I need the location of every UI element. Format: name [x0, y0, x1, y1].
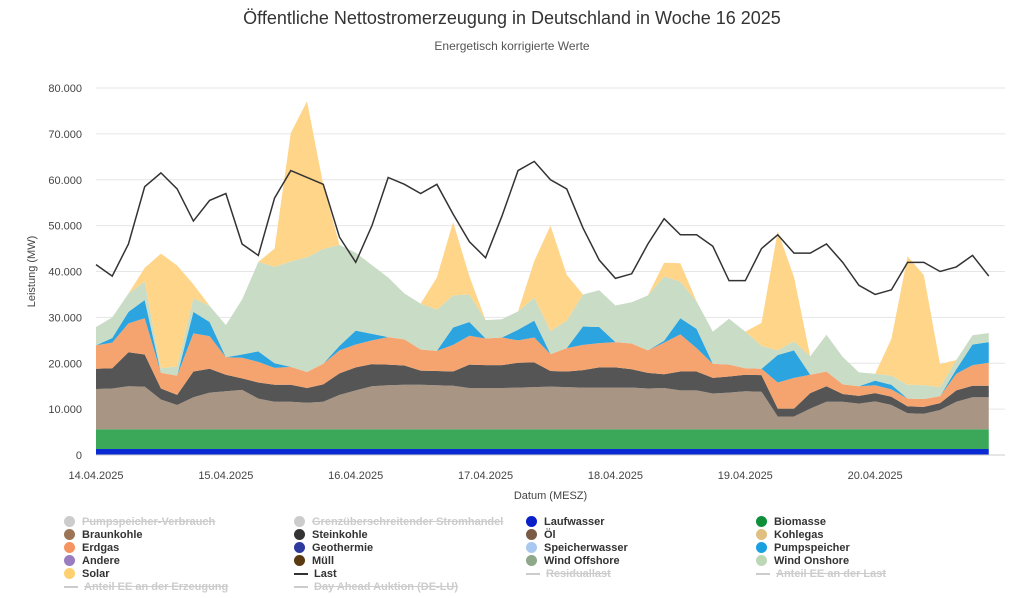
legend-line-marker — [64, 585, 78, 588]
legend-label: Biomasse — [774, 515, 826, 528]
area-chart[interactable]: 0 10.000 20.000 30.000 40.000 50.000 60.000 70.… — [0, 0, 1024, 512]
legend-item-erdgas[interactable]: Erdgas — [64, 541, 119, 554]
legend-item-last[interactable]: Last — [294, 567, 337, 580]
legend-dot-marker — [526, 529, 537, 540]
legend-label: Laufwasser — [544, 515, 605, 528]
line-last[interactable] — [95, 160, 990, 296]
legend-label: Öl — [544, 528, 556, 541]
x-tick-label: 17.04.2025 — [458, 470, 513, 482]
legend-label: Andere — [82, 554, 120, 567]
legend-label: Müll — [312, 554, 334, 567]
area-solar[interactable] — [96, 101, 989, 388]
legend-item-steinkohle[interactable]: Steinkohle — [294, 528, 368, 541]
legend-label: Braunkohle — [82, 528, 143, 541]
y-tick-label: 0 — [76, 450, 82, 462]
legend-label: Speicherwasser — [544, 541, 628, 554]
legend-label: Wind Onshore — [774, 554, 850, 567]
legend-dot-marker — [756, 555, 767, 566]
y-tick-label: 50.000 — [48, 221, 82, 233]
y-tick-label: 60.000 — [48, 175, 82, 187]
chart-subtitle: Energetisch korrigierte Werte — [434, 39, 590, 53]
legend-line-marker — [756, 572, 770, 575]
legend-label: Kohlegas — [774, 528, 824, 541]
legend-label: Residuallast — [546, 567, 611, 580]
legend-label: Erdgas — [82, 541, 120, 554]
x-axis-title: Datum (MESZ) — [514, 490, 587, 502]
legend-dot-marker — [526, 542, 537, 553]
legend-item-kohlegas[interactable]: Kohlegas — [756, 528, 824, 541]
legend-item-biomasse[interactable]: Biomasse — [756, 515, 826, 528]
legend-label: Day Ahead Auktion (DE-LU) — [314, 580, 459, 593]
legend-line-marker — [294, 572, 308, 575]
legend-label: Wind Offshore — [544, 554, 620, 567]
area-steinkohle[interactable] — [96, 352, 989, 417]
legend-dot-marker — [64, 529, 75, 540]
legend-line-marker — [294, 585, 308, 588]
x-tick-label: 14.04.2025 — [68, 470, 123, 482]
area-braunkohle[interactable] — [96, 384, 989, 430]
legend-item-braunkohle[interactable]: Braunkohle — [64, 528, 143, 541]
legend-dot-marker — [756, 542, 767, 553]
legend-item-laufwasser[interactable]: Laufwasser — [526, 515, 605, 528]
y-axis-title: Leistung (MW) — [26, 236, 38, 308]
legend-item-speicherwasser[interactable]: Speicherwasser — [526, 541, 628, 554]
legend-item-wind-onshore[interactable]: Wind Onshore — [756, 554, 849, 567]
y-tick-label: 40.000 — [48, 267, 82, 279]
area-erdgas[interactable] — [96, 318, 989, 409]
legend-item-anteil-ee-an-der-last[interactable]: Anteil EE an der Last — [756, 567, 886, 580]
x-tick-label: 16.04.2025 — [328, 470, 383, 482]
legend-dot-marker — [294, 542, 305, 553]
legend-dot-marker — [756, 516, 767, 527]
chart-title: Öffentliche Nettostromerzeugung in Deuts… — [243, 8, 781, 28]
legend-item-residuallast[interactable]: Residuallast — [526, 567, 611, 580]
x-tick-label: 18.04.2025 — [588, 470, 643, 482]
legend-dot-marker — [294, 555, 305, 566]
legend-item-grenz-berschreitender-stromhandel[interactable]: Grenzüberschreitender Stromhandel — [294, 515, 503, 528]
y-tick-label: 10.000 — [48, 404, 82, 416]
x-tick-label: 15.04.2025 — [198, 470, 253, 482]
legend-item-wind-offshore[interactable]: Wind Offshore — [526, 554, 620, 567]
legend-item-solar[interactable]: Solar — [64, 567, 110, 580]
legend-dot-marker — [64, 542, 75, 553]
legend-label: Anteil EE an der Last — [776, 567, 887, 580]
legend-label: Last — [314, 567, 337, 580]
legend-item-m-ll[interactable]: Müll — [294, 554, 334, 567]
legend-dot-marker — [294, 516, 305, 527]
legend-item-anteil-ee-an-der-erzeugung[interactable]: Anteil EE an der Erzeugung — [64, 580, 228, 593]
area-laufwasser[interactable] — [96, 449, 989, 455]
x-tick-label: 20.04.2025 — [848, 470, 903, 482]
legend-label: Anteil EE an der Erzeugung — [84, 580, 229, 593]
legend-label: Pumpspeicher — [774, 541, 850, 554]
area-biomasse[interactable] — [96, 429, 989, 450]
legend-label: Geothermie — [312, 541, 374, 554]
y-tick-label: 70.000 — [48, 129, 82, 141]
legend-label: Grenzüberschreitender Stromhandel — [312, 515, 504, 528]
legend-item-geothermie[interactable]: Geothermie — [294, 541, 373, 554]
area-wind-onshore[interactable] — [96, 244, 989, 400]
legend-dot-marker — [294, 529, 305, 540]
y-tick-label: 30.000 — [48, 312, 82, 324]
legend-item-andere[interactable]: Andere — [64, 554, 120, 567]
legend-item-day-ahead-auktion-de-lu-[interactable]: Day Ahead Auktion (DE-LU) — [294, 580, 458, 593]
legend-dot-marker — [64, 516, 75, 527]
legend-line-marker — [526, 572, 540, 575]
legend-dot-marker — [756, 529, 767, 540]
legend-dot-marker — [64, 555, 75, 566]
y-tick-label: 20.000 — [48, 358, 82, 370]
legend-label: Steinkohle — [312, 528, 368, 541]
legend-item-pumpspeicher-verbrauch[interactable]: Pumpspeicher-Verbrauch — [64, 515, 215, 528]
legend-dot-marker — [64, 568, 75, 579]
y-tick-label: 80.000 — [48, 83, 82, 95]
legend-label: Pumpspeicher-Verbrauch — [82, 515, 216, 528]
x-tick-label: 19.04.2025 — [718, 470, 773, 482]
legend-item-pumpspeicher[interactable]: Pumpspeicher — [756, 541, 850, 554]
legend-label: Solar — [82, 567, 110, 580]
legend-item--l[interactable]: Öl — [526, 528, 556, 541]
legend-dot-marker — [526, 516, 537, 527]
legend-dot-marker — [526, 555, 537, 566]
